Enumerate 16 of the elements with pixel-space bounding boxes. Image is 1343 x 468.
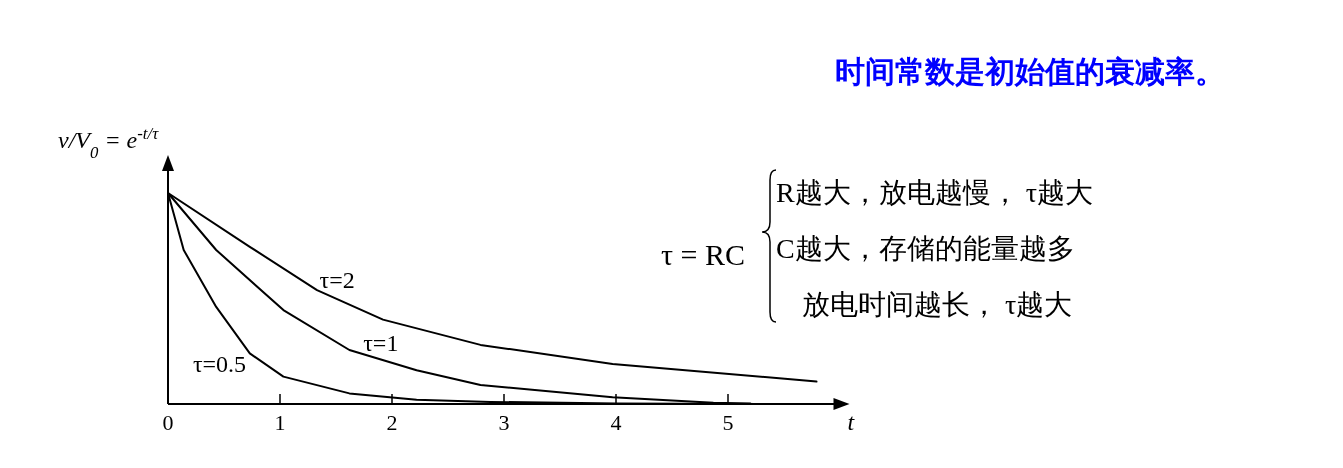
text: 时间常数是初始值的衰减率。 bbox=[835, 54, 1225, 89]
annotation: C越大，存储的能量越多 bbox=[776, 233, 1075, 264]
x-axis-title: t bbox=[847, 409, 856, 435]
x-tick-label: 3 bbox=[498, 410, 510, 435]
annotation: τ = RC bbox=[661, 238, 745, 271]
x-tick-label: 1 bbox=[274, 410, 286, 435]
annotation: 放电时间越长， τ越大 bbox=[802, 289, 1073, 320]
x-tick-label: 5 bbox=[722, 410, 734, 435]
y-axis-title: v/V$_{0}$ = e$^{-t/τ}$ bbox=[58, 123, 160, 162]
x-tick-label: 2 bbox=[386, 410, 398, 435]
series-label: τ=2 bbox=[319, 266, 355, 293]
annotation: R越大，放电越慢， τ越大 bbox=[776, 177, 1093, 208]
series-label: τ=0.5 bbox=[192, 351, 247, 378]
series-label: τ=1 bbox=[363, 330, 399, 357]
x-tick-label: 0 bbox=[162, 410, 174, 435]
x-tick-label: 4 bbox=[610, 410, 622, 435]
